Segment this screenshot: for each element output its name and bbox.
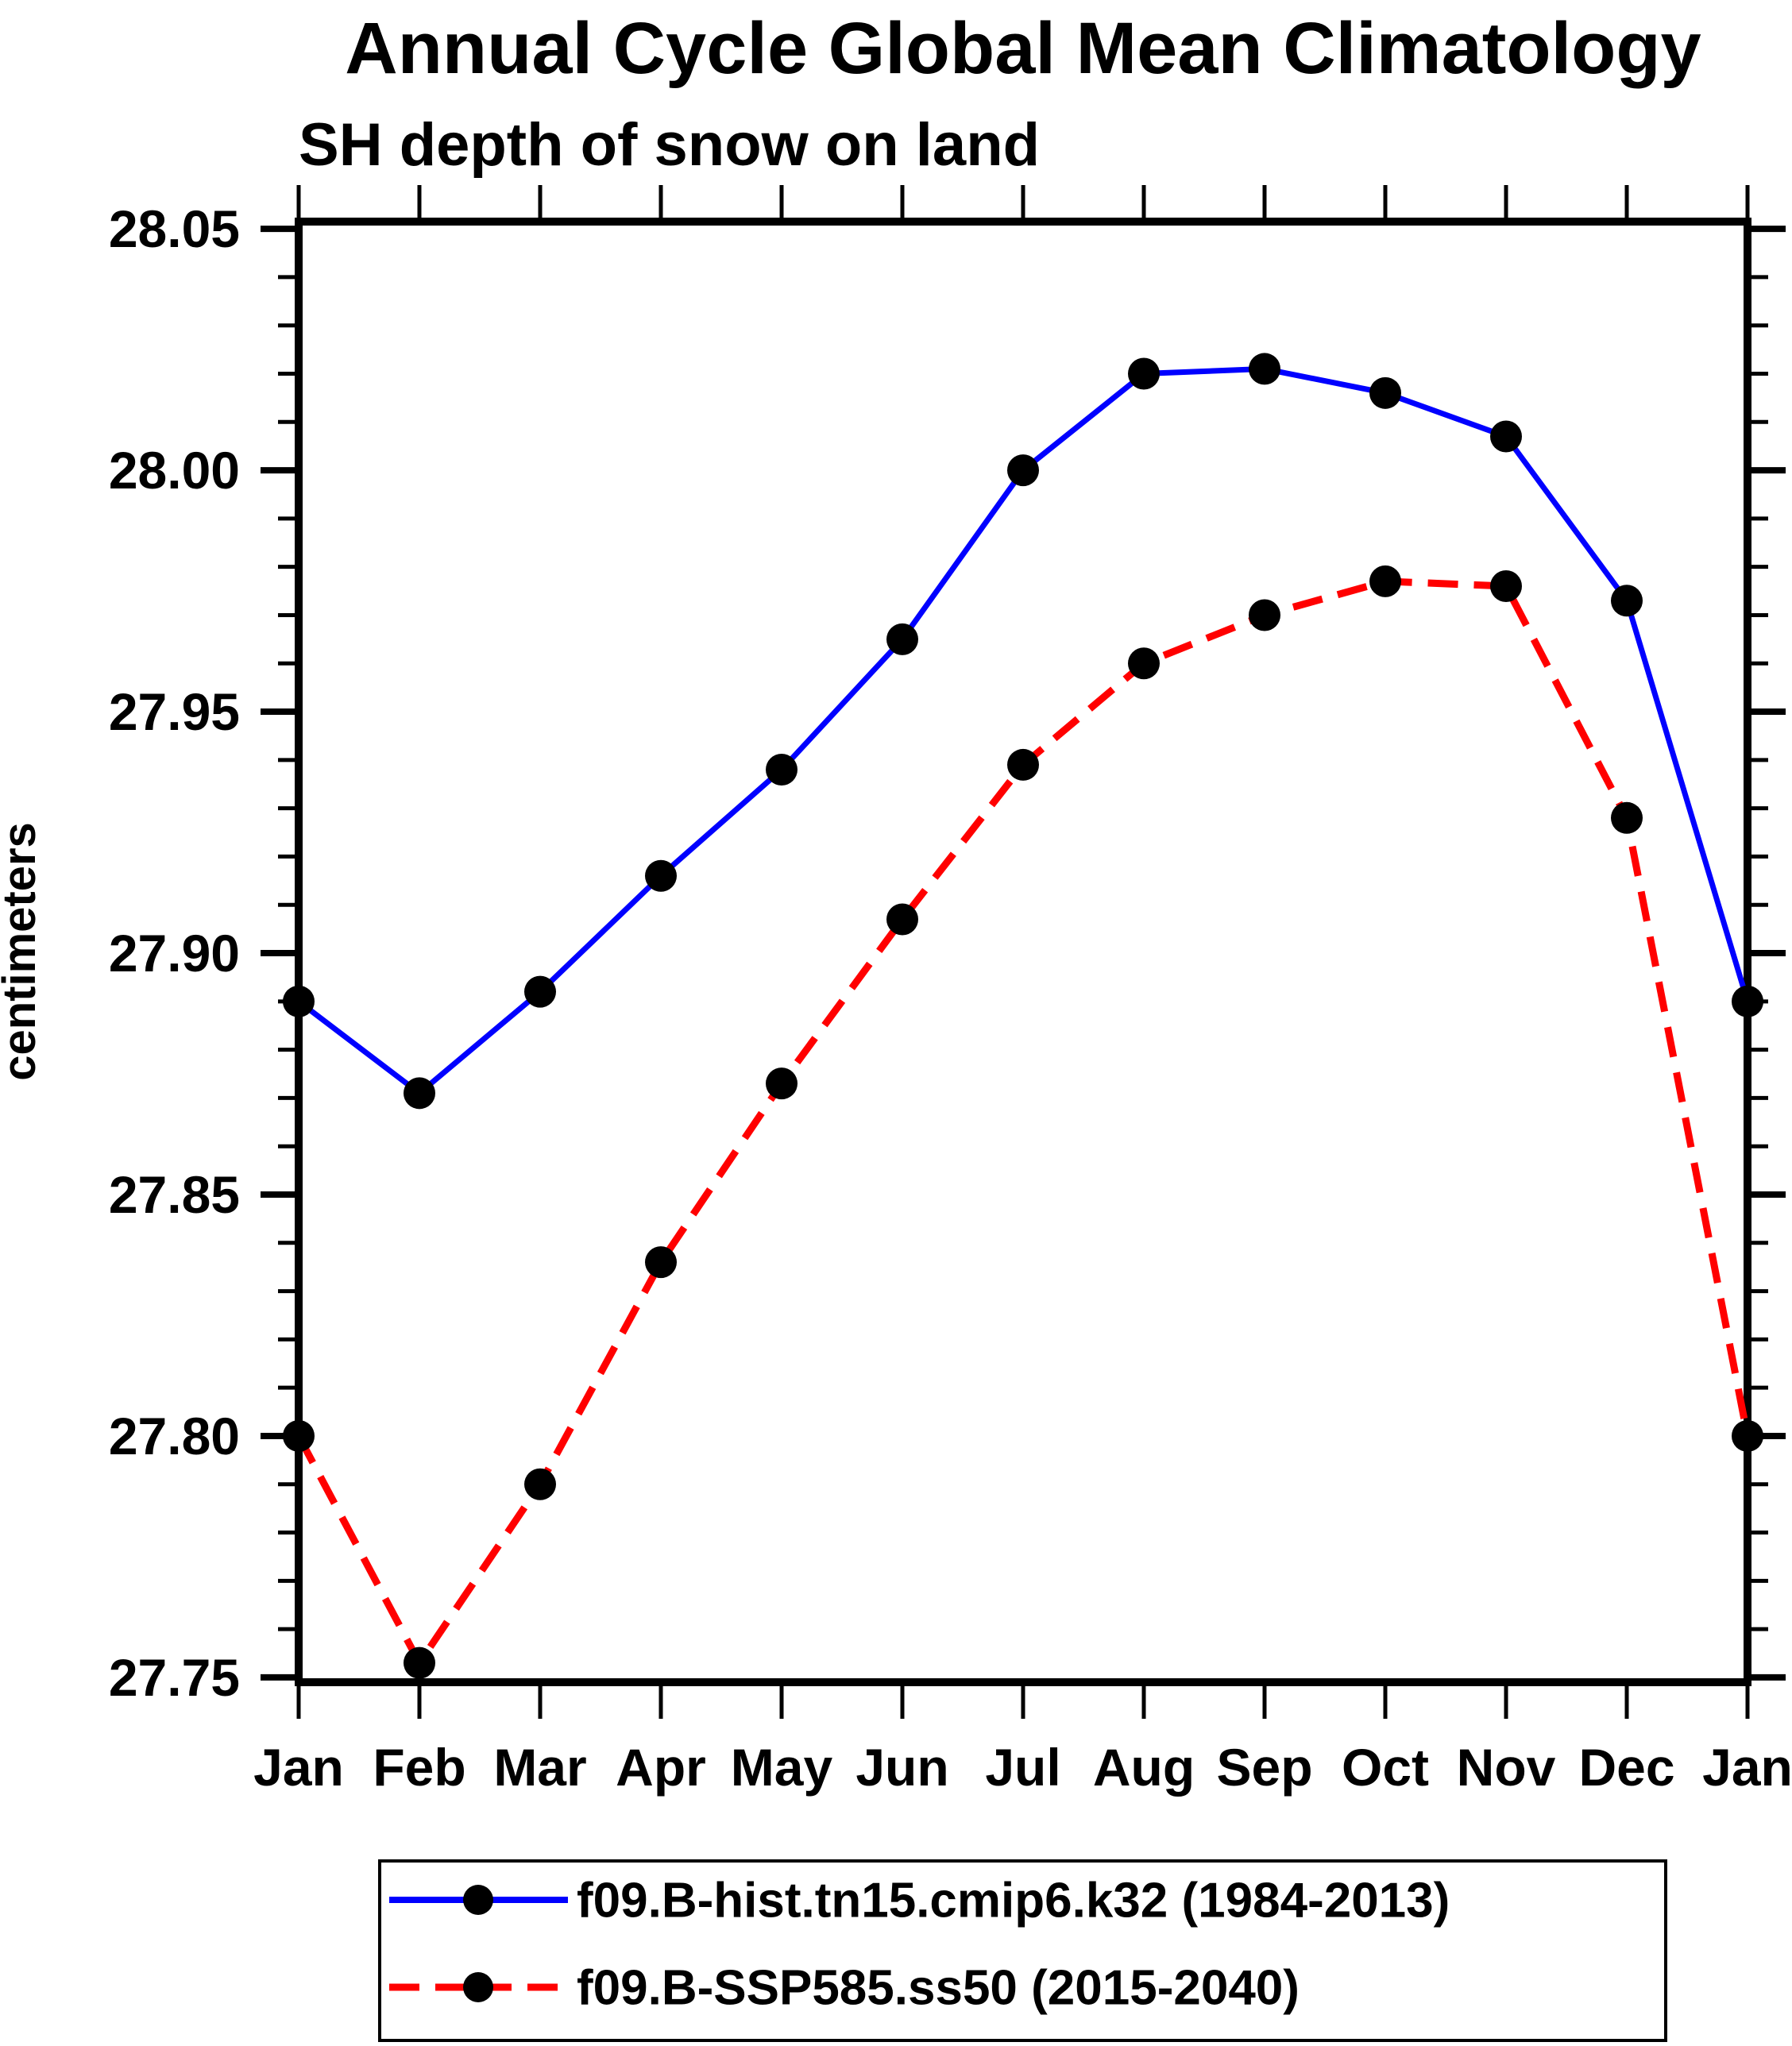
data-point	[886, 623, 918, 655]
chart-title: Annual Cycle Global Mean Climatology	[345, 8, 1701, 89]
x-tick-label: Dec	[1578, 1738, 1674, 1797]
data-point	[1007, 454, 1039, 487]
data-point	[1369, 376, 1401, 409]
data-point	[283, 1419, 315, 1452]
data-point	[1732, 1419, 1763, 1452]
plot-frame	[295, 218, 1751, 1686]
data-point	[283, 985, 315, 1017]
data-point	[404, 1646, 435, 1679]
legend-label: f09.B-SSP585.ss50 (2015-2040)	[577, 1961, 1300, 2016]
data-point	[1490, 420, 1522, 453]
y-tick-label: 27.85	[109, 1165, 240, 1224]
y-tick-label: 27.80	[109, 1407, 240, 1465]
legend-sample-marker	[463, 1885, 493, 1915]
x-tick-label: Jan	[1702, 1738, 1792, 1797]
x-tick-label: Mar	[493, 1738, 586, 1797]
data-point	[404, 1077, 435, 1110]
data-point	[1611, 801, 1643, 834]
y-tick-label: 28.05	[109, 199, 240, 258]
data-point	[766, 1067, 798, 1100]
data-point	[1732, 985, 1763, 1017]
x-tick-label: Jan	[253, 1738, 344, 1797]
data-point	[645, 859, 677, 892]
legend-box	[378, 1859, 1667, 2042]
x-tick-label: May	[731, 1738, 833, 1797]
data-point	[645, 1246, 677, 1279]
x-tick-label: Nov	[1457, 1738, 1556, 1797]
y-tick-label: 28.00	[109, 441, 240, 500]
x-tick-label: Sep	[1216, 1738, 1312, 1797]
data-point	[1128, 647, 1160, 680]
data-point	[1007, 748, 1039, 781]
chart-subtitle: SH depth of snow on land	[299, 111, 1040, 179]
x-tick-label: Oct	[1342, 1738, 1429, 1797]
legend-label: f09.B-hist.tn15.cmip6.k32 (1984-2013)	[577, 1874, 1450, 1928]
y-tick-label: 27.90	[109, 924, 240, 982]
x-tick-label: Jul	[985, 1738, 1060, 1797]
y-tick-label: 27.95	[109, 682, 240, 741]
x-tick-label: Apr	[616, 1738, 706, 1797]
data-point	[766, 754, 798, 786]
y-axis-title: centimeters	[0, 822, 45, 1081]
data-point	[524, 975, 556, 1008]
axes: 27.75 27.80 27.85 27.90 27.95 28.00 28.05 Jan Fe…	[109, 185, 1792, 1797]
legend-sample-marker	[463, 1972, 493, 2002]
data-point	[886, 903, 918, 936]
x-tick-label: Aug	[1093, 1738, 1195, 1797]
data-point	[1490, 569, 1522, 602]
data-point	[524, 1468, 556, 1500]
y-tick-label: 27.75	[109, 1648, 240, 1707]
x-tick-label: Jun	[855, 1738, 948, 1797]
data-point	[1128, 357, 1160, 390]
data-point	[1611, 585, 1643, 617]
data-point	[1249, 353, 1280, 385]
series-line-1	[295, 577, 1751, 1670]
data-series	[283, 353, 1763, 1679]
x-tick-label: Feb	[373, 1738, 465, 1797]
legend: f09.B-hist.tn15.cmip6.k32 (1984-2013) f09…	[378, 1859, 1667, 2042]
data-point	[1249, 599, 1280, 631]
data-point	[1369, 565, 1401, 597]
